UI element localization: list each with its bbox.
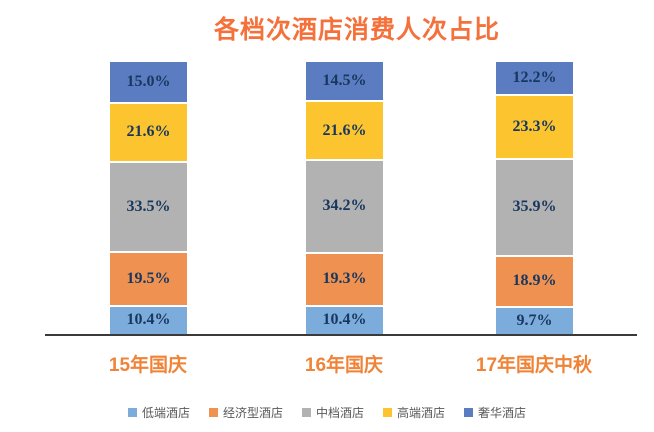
legend-label: 高端酒店 xyxy=(397,406,446,420)
data-label: 23.3% xyxy=(512,117,557,135)
stacked-bar: 12.2% 23.3% 35.9% 18.9% 9.7% xyxy=(496,62,573,334)
data-label: 10.4% xyxy=(126,311,171,329)
data-label: 12.2% xyxy=(512,69,557,87)
bar-segment: 12.2% xyxy=(496,62,573,95)
legend-swatch-icon xyxy=(301,408,311,417)
stacked-bar: 15.0% 21.6% 33.5% 19.5% 10.4% xyxy=(110,62,187,334)
legend-item: 奢华酒店 xyxy=(464,404,526,421)
data-label: 14.5% xyxy=(322,72,367,90)
data-label: 21.6% xyxy=(126,123,171,141)
bar-segment: 14.5% xyxy=(306,62,383,101)
legend-item: 高端酒店 xyxy=(383,404,445,421)
legend-swatch-icon xyxy=(383,408,392,417)
bar-segment: 21.6% xyxy=(306,100,383,160)
legend-label: 中档酒店 xyxy=(315,406,364,420)
data-label: 19.5% xyxy=(126,269,171,287)
bar-segment: 23.3% xyxy=(496,94,573,158)
chart-title: 各档次酒店消费人次占比 xyxy=(213,16,500,44)
bar-segment: 15.0% xyxy=(110,62,187,102)
legend-swatch-icon xyxy=(127,408,137,417)
legend-swatch-icon xyxy=(208,408,218,417)
legend-label: 低端酒店 xyxy=(141,406,190,420)
data-label: 15.0% xyxy=(126,72,171,90)
bar-segment: 10.4% xyxy=(110,304,187,334)
data-label: 21.6% xyxy=(322,121,367,139)
bar-segment: 19.5% xyxy=(110,251,187,305)
legend-label: 奢华酒店 xyxy=(478,406,527,420)
data-label: 18.9% xyxy=(512,272,557,290)
data-label: 10.4% xyxy=(322,311,367,329)
data-label: 33.5% xyxy=(126,197,171,215)
x-axis-line xyxy=(45,334,637,336)
bar-segment: 10.4% xyxy=(306,304,383,334)
bar-segment: 19.3% xyxy=(306,251,383,305)
legend-swatch-icon xyxy=(464,408,474,417)
legend-item: 低端酒店 xyxy=(127,404,190,421)
bar-segment: 34.2% xyxy=(306,159,383,252)
stacked-bar: 14.5% 21.6% 34.2% 19.3% 10.4% xyxy=(306,62,383,334)
bar-segment: 21.6% xyxy=(110,101,187,161)
legend-label: 经济型酒店 xyxy=(222,406,283,420)
bar-segment: 35.9% xyxy=(496,157,573,255)
legend-item: 中档酒店 xyxy=(301,404,364,421)
bar-segment: 33.5% xyxy=(110,160,187,252)
data-label: 34.2% xyxy=(322,197,367,215)
legend-item: 经济型酒店 xyxy=(208,404,283,421)
bar-segment: 18.9% xyxy=(496,254,573,307)
data-label: 35.9% xyxy=(512,198,557,216)
data-label: 19.3% xyxy=(322,270,367,288)
legend: 低端酒店 经济型酒店 中档酒店 高端酒店 奢华酒店 xyxy=(0,404,654,421)
data-label: 9.7% xyxy=(516,312,553,330)
bar-segment: 9.7% xyxy=(496,306,573,334)
